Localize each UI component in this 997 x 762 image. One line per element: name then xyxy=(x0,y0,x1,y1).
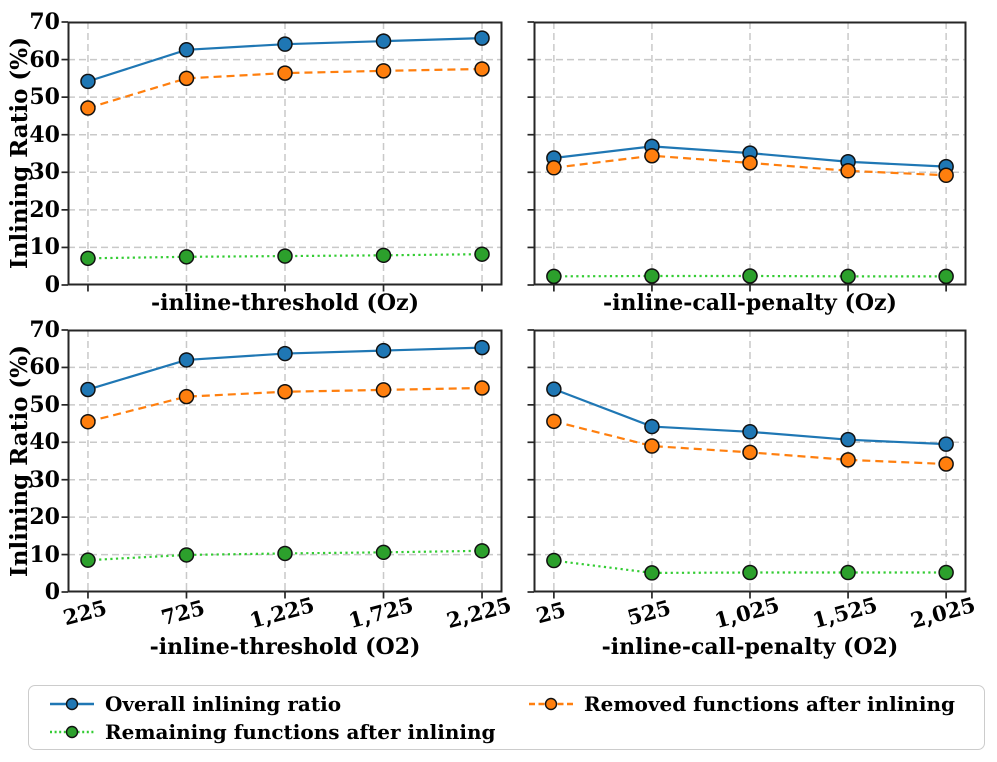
y-tick-label: 10 xyxy=(29,234,60,261)
legend-item-label: Overall inlining ratio xyxy=(105,692,342,716)
y-tick-label: 40 xyxy=(29,429,60,456)
chart-inline-call-penalty-o2 xyxy=(527,329,967,599)
x-axis-label-oz-threshold: -inline-threshold (Oz) xyxy=(151,290,419,316)
y-tick-label: 60 xyxy=(29,46,60,73)
x-axis-label-o2-threshold: -inline-threshold (O2) xyxy=(149,634,421,660)
y-tick-label: 30 xyxy=(29,466,60,493)
y-tick-label: 70 xyxy=(29,9,60,35)
removed-line-marker-icon xyxy=(529,697,573,711)
legend-item-overall: Overall inlining ratio xyxy=(49,691,341,717)
legend-item-label: Remaining functions after inlining xyxy=(105,720,496,744)
y-tick-label: 70 xyxy=(29,317,60,343)
legend-item-removed: Removed functions after inlining xyxy=(528,691,955,717)
x-axis-label-o2-penalty: -inline-call-penalty (O2) xyxy=(601,634,899,660)
y-tick-label: 10 xyxy=(29,541,60,568)
legend-box: Overall inlining ratio Removed functions… xyxy=(28,685,985,750)
y-tick-label: 60 xyxy=(29,354,60,381)
x-tick-label: 725 xyxy=(158,594,208,631)
x-tick-label: 1,525 xyxy=(809,591,880,634)
chart-inline-call-penalty-oz xyxy=(527,21,967,292)
x-axis-label-oz-penalty: -inline-call-penalty (Oz) xyxy=(603,290,897,316)
x-tick-label: 525 xyxy=(624,594,674,631)
legend-item-label: Removed functions after inlining xyxy=(584,692,955,716)
y-tick-label: 0 xyxy=(44,579,60,605)
x-tick-label: 2,025 xyxy=(907,591,978,634)
y-tick-label: 40 xyxy=(29,121,60,148)
legend-item-remaining: Remaining functions after inlining xyxy=(49,719,496,745)
y-tick-label: 20 xyxy=(29,196,60,223)
y-tick-label: 20 xyxy=(29,504,60,531)
y-tick-label: 0 xyxy=(44,272,60,298)
y-tick-label: 50 xyxy=(29,391,60,418)
x-tick-label: 1,025 xyxy=(711,591,782,634)
chart-inline-threshold-oz xyxy=(61,21,503,292)
overall-line-marker-icon xyxy=(50,697,94,711)
chart-inline-threshold-o2 xyxy=(61,329,503,599)
remaining-line-marker-icon xyxy=(50,725,94,739)
x-tick-label: 1,225 xyxy=(246,591,317,634)
x-tick-label: 1,725 xyxy=(345,591,416,634)
y-tick-label: 50 xyxy=(29,84,60,111)
y-tick-label: 30 xyxy=(29,159,60,186)
